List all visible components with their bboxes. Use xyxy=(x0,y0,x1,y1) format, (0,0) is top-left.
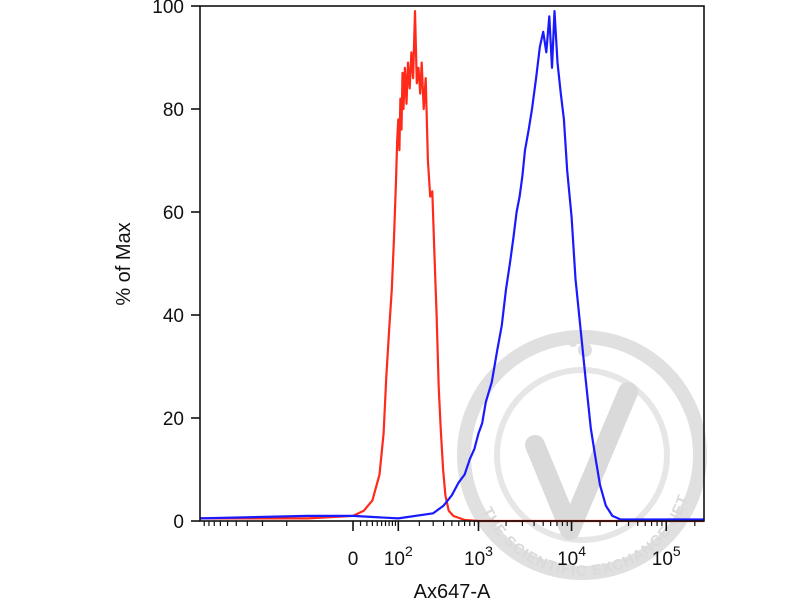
y-tick-label: 100 xyxy=(152,0,184,18)
x-tick-label: 105 xyxy=(652,543,681,570)
y-tick-label: 20 xyxy=(163,409,184,430)
y-tick-label: 0 xyxy=(173,512,184,533)
y-tick-label: 40 xyxy=(163,306,184,327)
x-tick-label: 102 xyxy=(384,543,413,570)
x-axis: 0 102 103 104 105 xyxy=(203,521,696,570)
series-layer xyxy=(199,10,704,523)
watermark-logo: THE SCIENTIFIC EXCHANGE NETWORK xyxy=(0,0,707,580)
y-axis-title: % of Max xyxy=(113,222,135,305)
x-tick-label: 0 xyxy=(348,549,359,570)
y-axis: 0 20 40 60 80 100 xyxy=(152,0,200,533)
series-2-line xyxy=(199,10,704,521)
x-tick-label: 104 xyxy=(557,543,586,570)
y-tick-label: 80 xyxy=(163,100,184,121)
series-1-line xyxy=(200,10,704,523)
x-tick-label: 103 xyxy=(464,543,493,570)
plot-frame xyxy=(199,5,705,522)
x-axis-title: Ax647-A xyxy=(414,581,491,603)
y-tick-label: 60 xyxy=(163,203,184,224)
